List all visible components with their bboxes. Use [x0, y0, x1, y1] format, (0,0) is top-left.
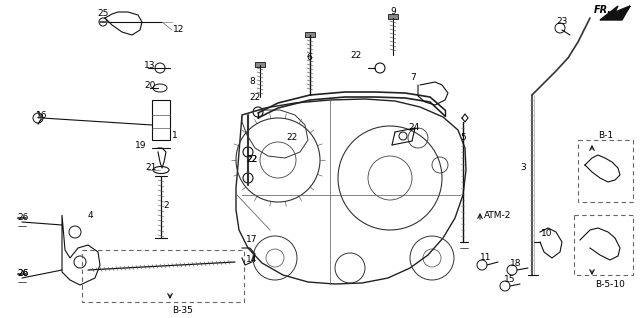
Text: 5: 5	[460, 134, 466, 142]
Text: 25: 25	[97, 10, 108, 18]
Text: FR.: FR.	[594, 5, 612, 15]
Text: 22: 22	[350, 52, 361, 60]
Bar	[255, 62, 265, 67]
Text: 22: 22	[246, 156, 257, 164]
Text: 19: 19	[135, 141, 147, 149]
Text: 22: 22	[286, 134, 297, 142]
Text: 12: 12	[173, 25, 184, 34]
Polygon shape	[600, 6, 630, 20]
Text: 15: 15	[504, 275, 515, 285]
Text: 24: 24	[408, 123, 419, 133]
Text: 18: 18	[510, 259, 522, 268]
Text: 17: 17	[246, 236, 257, 245]
Text: 7: 7	[410, 73, 416, 82]
Text: 26: 26	[17, 269, 28, 279]
Text: B-5-10: B-5-10	[595, 280, 625, 289]
Text: 1: 1	[172, 130, 178, 140]
Text: 20: 20	[144, 80, 156, 89]
Text: 4: 4	[88, 211, 93, 219]
Text: 26: 26	[17, 213, 28, 223]
Text: ATM-2: ATM-2	[484, 211, 511, 219]
Text: 8: 8	[249, 78, 255, 86]
Text: 22: 22	[246, 156, 257, 164]
Text: 2: 2	[163, 201, 168, 210]
Text: 23: 23	[556, 17, 568, 26]
Text: 21: 21	[145, 162, 156, 171]
Text: B-35: B-35	[172, 306, 193, 315]
Bar	[388, 14, 398, 19]
Text: 16: 16	[36, 110, 47, 120]
Text: 3: 3	[520, 163, 525, 172]
Text: 26: 26	[17, 269, 28, 279]
Text: 6: 6	[306, 53, 312, 63]
Text: 14: 14	[246, 255, 257, 265]
Bar	[305, 32, 315, 37]
Text: B-1: B-1	[598, 131, 613, 140]
Text: 9: 9	[390, 8, 396, 17]
Text: 10: 10	[541, 230, 552, 238]
Text: 11: 11	[480, 253, 492, 262]
Text: 13: 13	[144, 60, 156, 70]
Text: 22: 22	[249, 93, 260, 102]
